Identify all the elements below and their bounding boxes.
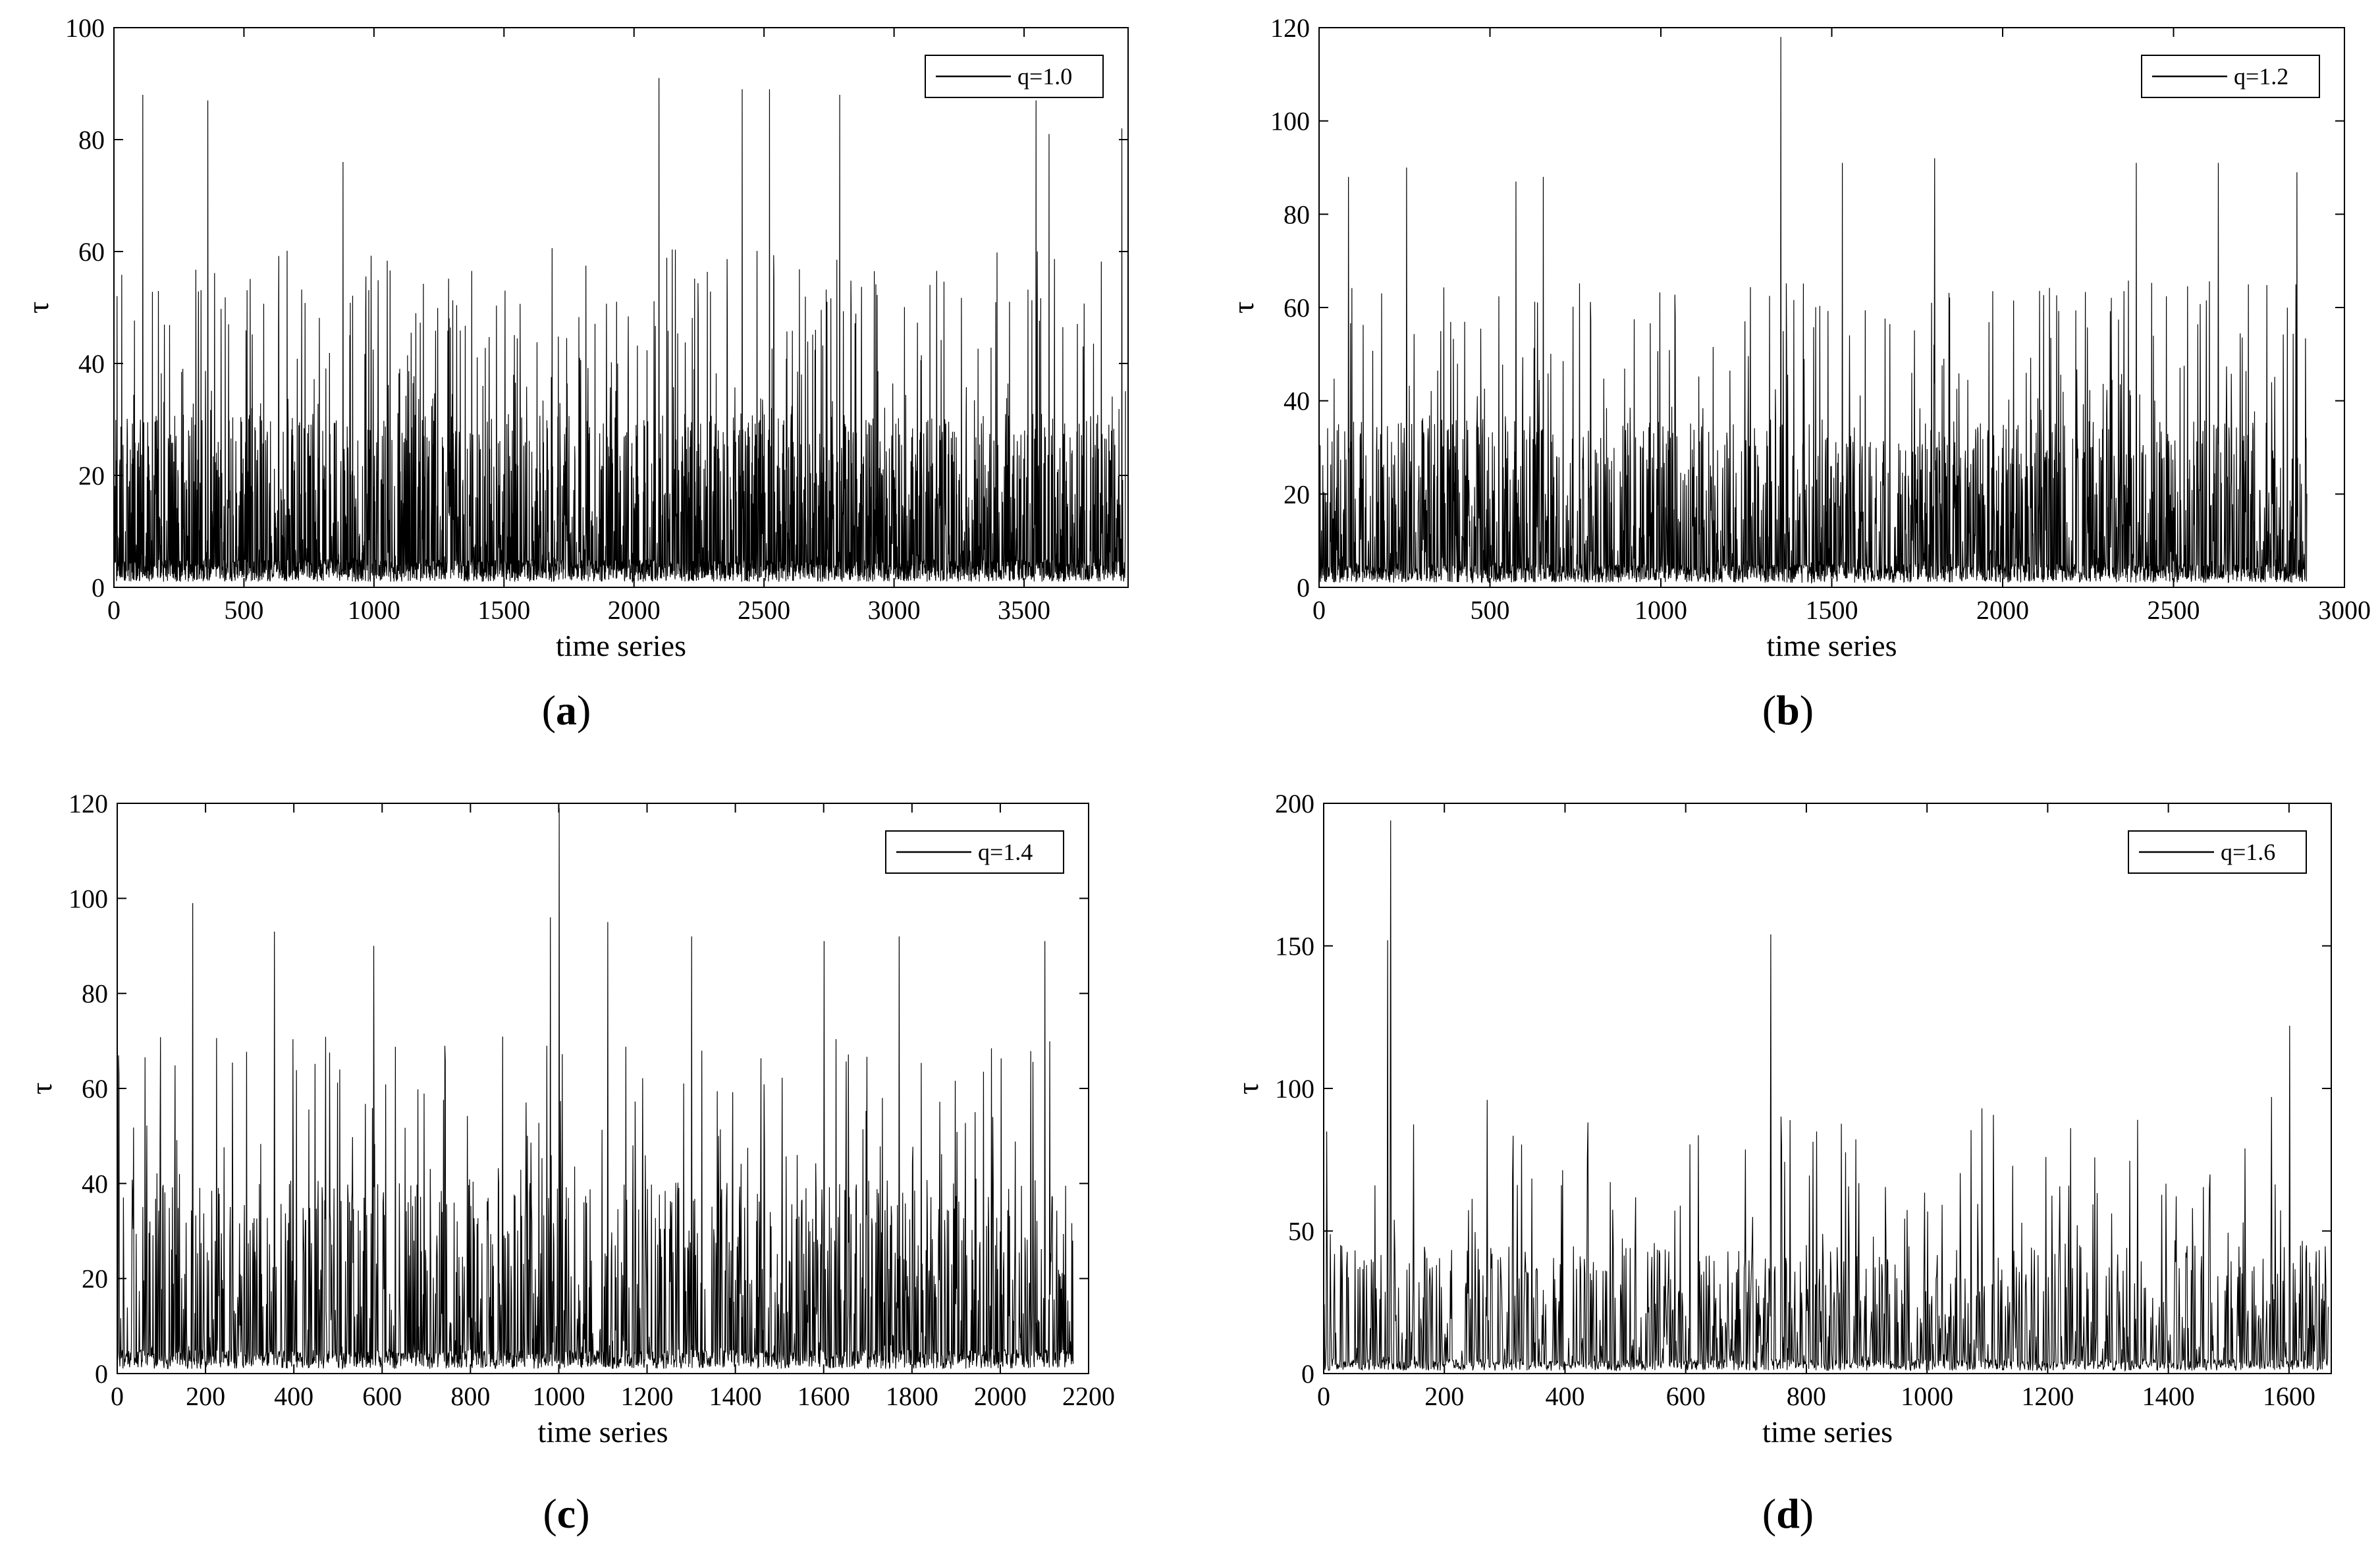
x-tick-label: 1000 (1635, 595, 1687, 625)
x-tick-label: 1600 (798, 1381, 850, 1411)
y-tick-label: 60 (78, 237, 105, 267)
panel-c: 0 200 400 600 800 1000 1200 1400 1600 1800 2000 220… (24, 789, 1115, 1537)
x-tick-label: 1200 (2021, 1381, 2074, 1411)
legend-label: q=1.0 (1017, 63, 1072, 90)
y-tick-label: 200 (1275, 789, 1314, 818)
panel-caption: (c) (543, 1490, 589, 1537)
x-tick-label: 1200 (621, 1381, 674, 1411)
x-tick-label: 1400 (2142, 1381, 2195, 1411)
y-tick-label: 20 (78, 461, 105, 491)
x-tick-label: 2000 (608, 595, 661, 625)
series-line-c (117, 808, 1074, 1370)
x-tick-label: 1000 (1901, 1381, 1953, 1411)
x-tick-label: 2200 (1062, 1381, 1115, 1411)
x-tick-label: 800 (450, 1381, 490, 1411)
x-tick-label: 400 (1545, 1381, 1584, 1411)
x-tick-label: 800 (1787, 1381, 1826, 1411)
y-axis-title: τ (1226, 302, 1260, 314)
x-axis-title: time series (538, 1415, 668, 1449)
y-tick-label: 60 (82, 1074, 108, 1104)
x-axis-title: time series (1762, 1415, 1893, 1449)
x-tick-label: 0 (107, 595, 121, 625)
x-tick-label: 1800 (886, 1381, 938, 1411)
x-tick-label: 0 (1317, 1381, 1330, 1411)
legend-label: q=1.2 (2234, 63, 2288, 90)
y-tick-label: 0 (95, 1359, 108, 1389)
x-tick-label: 3000 (2318, 595, 2371, 625)
y-tick-label: 80 (1284, 200, 1310, 229)
y-tick-label: 0 (1301, 1359, 1314, 1389)
panel-caption: (a) (542, 687, 591, 734)
axes-box (113, 27, 1129, 588)
y-tick-label: 0 (1297, 573, 1310, 602)
y-tick-label: 100 (65, 13, 105, 43)
legend-label: q=1.4 (978, 839, 1033, 865)
series-line-d (1324, 820, 2329, 1372)
panel-b: 0 500 1000 1500 2000 2500 3000 0 20 40 60 80 100 120 t… (1226, 13, 2371, 734)
x-tick-label: 2000 (1976, 595, 2029, 625)
series-line-b (1318, 37, 2308, 585)
y-axis-title: τ (24, 1083, 58, 1095)
x-tick-label: 1400 (709, 1381, 762, 1411)
y-tick-label: 40 (78, 349, 105, 379)
y-tick-label: 80 (82, 979, 108, 1009)
y-tick-label: 120 (68, 789, 108, 818)
x-tick-label: 1000 (532, 1381, 585, 1411)
x-tick-label: 3000 (868, 595, 921, 625)
x-tick-label: 1500 (477, 595, 530, 625)
series-line-a (113, 78, 1126, 583)
x-tick-label: 500 (224, 595, 263, 625)
x-axis-title: time series (556, 629, 686, 662)
x-tick-label: 3500 (998, 595, 1050, 625)
x-tick-label: 400 (274, 1381, 313, 1411)
y-tick-label: 80 (78, 125, 105, 155)
y-tick-label: 150 (1275, 932, 1314, 961)
y-tick-label: 120 (1270, 13, 1310, 43)
x-tick-label: 2000 (974, 1381, 1027, 1411)
x-tick-label: 2500 (2148, 595, 2200, 625)
x-tick-label: 500 (1471, 595, 1510, 625)
y-axis-title: τ (1231, 1083, 1264, 1095)
y-tick-label: 20 (1284, 479, 1310, 509)
plot-area (1324, 803, 2331, 1374)
y-tick-label: 50 (1288, 1217, 1314, 1246)
y-tick-label: 40 (1284, 387, 1310, 416)
panel-a: 0 500 1000 1500 2000 2500 3000 3500 0 20 40 60 80 100… (21, 13, 1129, 734)
y-tick-label: 20 (82, 1264, 108, 1294)
panel-caption: (d) (1762, 1490, 1814, 1537)
y-tick-label: 60 (1284, 293, 1310, 323)
y-tick-label: 100 (1275, 1074, 1314, 1104)
x-tick-label: 200 (186, 1381, 225, 1411)
panel-d: 0 200 400 600 800 1000 1200 1400 1600 0 50 100 150 20… (1231, 789, 2332, 1537)
x-axis-title: time series (1767, 629, 1897, 662)
legend-label: q=1.6 (2221, 839, 2275, 865)
y-tick-label: 100 (68, 884, 108, 913)
y-tick-label: 100 (1270, 107, 1310, 136)
y-axis-title: τ (21, 302, 55, 314)
x-tick-label: 0 (111, 1381, 124, 1411)
y-tick-label: 40 (82, 1169, 108, 1198)
x-tick-label: 2500 (738, 595, 790, 625)
x-tick-label: 600 (1666, 1381, 1706, 1411)
x-tick-label: 1600 (2263, 1381, 2315, 1411)
y-tick-label: 0 (92, 573, 105, 602)
x-tick-label: 600 (362, 1381, 402, 1411)
plot-area (117, 803, 1089, 1374)
x-tick-label: 1000 (348, 595, 400, 625)
x-tick-label: 1500 (1806, 595, 1858, 625)
x-tick-label: 200 (1424, 1381, 1464, 1411)
x-tick-label: 0 (1312, 595, 1326, 625)
panel-caption: (b) (1762, 687, 1814, 734)
